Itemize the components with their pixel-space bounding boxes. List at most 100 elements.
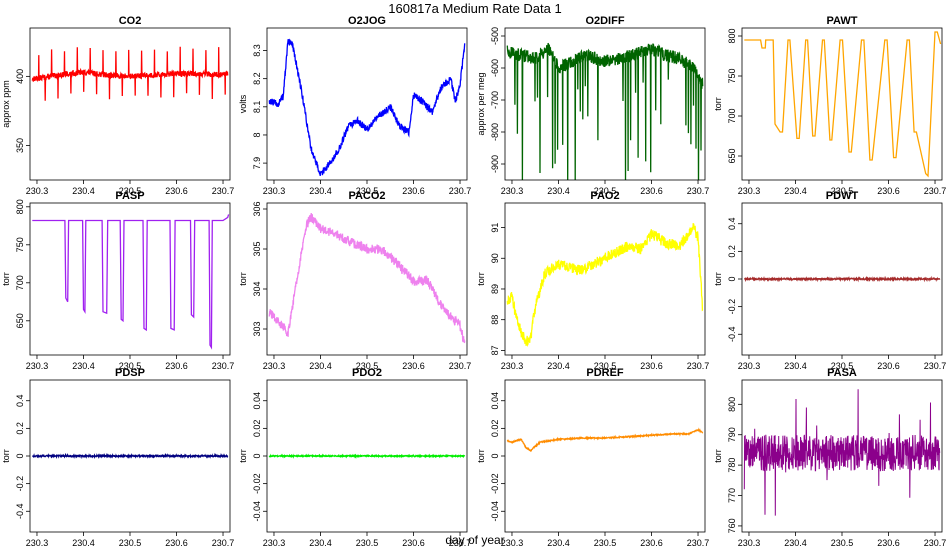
x-axis: 230.3 230.4 230.5 230.6 230.7 [501,355,709,371]
y-axis: 303 304 305 306 [252,201,267,337]
x-tick-label: 230.6 [640,538,663,548]
y-tick-label: -600 [490,59,500,77]
y-axis: -0.4 -0.2 0 0.2 0.4 [727,217,742,342]
y-tick-label: 0.4 [727,217,737,230]
x-tick-label: 230.3 [738,186,761,196]
panel-pdwt: PDWT 230.3 230.4 230.5 230.6 230.7 -0.4 -0.2 0 0.… [713,190,946,371]
x-tick-label: 230.4 [309,186,332,196]
x-tick-label: 230.7 [449,538,472,548]
x-tick-label: 230.5 [119,186,142,196]
x-tick-label: 230.6 [877,186,900,196]
series-line [31,46,229,101]
x-axis: 230.3 230.4 230.5 230.6 230.7 [26,180,235,196]
series-line [506,427,704,453]
y-axis: 87 88 89 90 91 [490,223,505,355]
series-line [268,38,466,176]
x-tick-label: 230.7 [687,186,710,196]
x-tick-label: 230.5 [356,361,379,371]
y-axis-label: torr [713,449,723,463]
x-tick-label: 230.4 [784,186,807,196]
x-tick-label: 230.7 [924,538,947,548]
y-axis-label: torr [713,97,723,111]
panel-co2: CO2 230.3 230.4 230.5 230.6 230.7 350 400 approx… [1,15,234,196]
y-tick-label: 760 [727,518,737,533]
x-axis: 230.3 230.4 230.5 230.6 230.7 [263,532,472,548]
y-tick-label: 780 [727,458,737,473]
y-tick-label: 700 [15,275,25,290]
panel-title: PDO2 [352,367,382,379]
series-line [743,389,941,516]
x-tick-label: 230.3 [738,538,761,548]
y-axis: 7.9 8 8.1 8.2 8.3 [252,44,267,169]
panel-title: PACO2 [348,190,385,202]
panel-pawt: PAWT 230.3 230.4 230.5 230.6 230.7 650 700 750 80… [713,15,946,196]
panel-pdref: PDREF 230.3 230.4 230.5 230.6 230.7 -0.04 -0.02… [476,367,709,548]
series-line [744,275,941,283]
y-axis: -0.04 -0.02 0 0.02 0.04 [252,392,267,522]
panel-o2jog: O2JOG 230.3 230.4 230.5 230.6 230.7 7.9 8 8.1 8.2… [238,15,471,196]
panel-title: PDWT [826,190,859,202]
x-axis: 230.3 230.4 230.5 230.6 230.7 [263,180,472,196]
y-tick-label: 400 [15,69,25,84]
panel-title: PAO2 [590,190,619,202]
x-tick-label: 230.5 [356,186,379,196]
y-tick-label: 8.2 [252,72,262,85]
main-title: 160817a Medium Rate Data 1 [388,1,561,16]
x-tick-label: 230.7 [687,538,710,548]
panel-title: PAWT [827,15,858,27]
x-tick-label: 230.5 [831,538,854,548]
panel-pdo2: PDO2 230.3 230.4 230.5 230.6 230.7 -0.04 -0.02 0… [238,367,471,548]
y-axis-label: torr [1,272,11,286]
y-tick-label: 650 [727,148,737,163]
y-tick-label: 770 [727,488,737,503]
x-axis: 230.3 230.4 230.5 230.6 230.7 [738,180,946,196]
x-tick-label: 230.7 [212,538,235,548]
y-tick-label: 350 [15,138,25,153]
x-tick-label: 230.4 [784,538,807,548]
x-tick-label: 230.5 [594,186,617,196]
y-tick-label: -0.4 [15,504,25,520]
y-axis: 350 400 [15,69,30,153]
y-axis-label: torr [713,272,723,286]
y-axis-label: torr [1,449,11,463]
x-tick-label: 230.7 [212,186,235,196]
x-tick-label: 230.5 [594,538,617,548]
x-axis: 230.3 230.4 230.5 230.6 230.7 [738,355,947,371]
panel-title: PDREF [586,367,624,379]
panel-pasa: PASA 230.3 230.4 230.5 230.6 230.7 760 770 780 79… [713,367,946,548]
x-axis-label: day of year [445,533,504,547]
y-tick-label: 790 [727,427,737,442]
x-tick-label: 230.5 [119,538,142,548]
x-axis: 230.3 230.4 230.5 230.6 230.7 [26,532,235,548]
series-line [744,31,942,178]
x-tick-label: 230.4 [309,538,332,548]
y-tick-label: 0.04 [490,392,500,410]
y-axis: -900 -800 -700 -600 -500 [490,27,505,173]
series-line [506,223,704,348]
x-tick-label: 230.4 [309,361,332,371]
x-tick-label: 230.3 [738,361,761,371]
y-tick-label: -800 [490,123,500,141]
x-tick-label: 230.5 [831,186,854,196]
x-tick-label: 230.7 [449,186,472,196]
x-tick-label: 230.6 [165,186,188,196]
x-tick-label: 230.3 [501,361,524,371]
y-tick-label: -0.2 [727,299,737,315]
x-tick-label: 230.7 [924,361,947,371]
y-tick-label: 303 [252,321,262,336]
x-tick-label: 230.6 [402,538,425,548]
series-line [32,214,230,350]
x-tick-label: 230.6 [165,361,188,371]
y-tick-label: -500 [490,27,500,45]
x-axis: 230.3 230.4 230.5 230.6 230.7 [501,532,710,548]
y-axis: 650 700 750 800 [15,199,30,328]
y-tick-label: 91 [490,223,500,233]
y-tick-label: 8.3 [252,44,262,57]
x-tick-label: 230.6 [877,361,900,371]
x-tick-label: 230.6 [877,538,900,548]
y-tick-label: -900 [490,155,500,173]
x-tick-label: 230.3 [263,361,286,371]
y-tick-label: -0.04 [252,501,262,522]
